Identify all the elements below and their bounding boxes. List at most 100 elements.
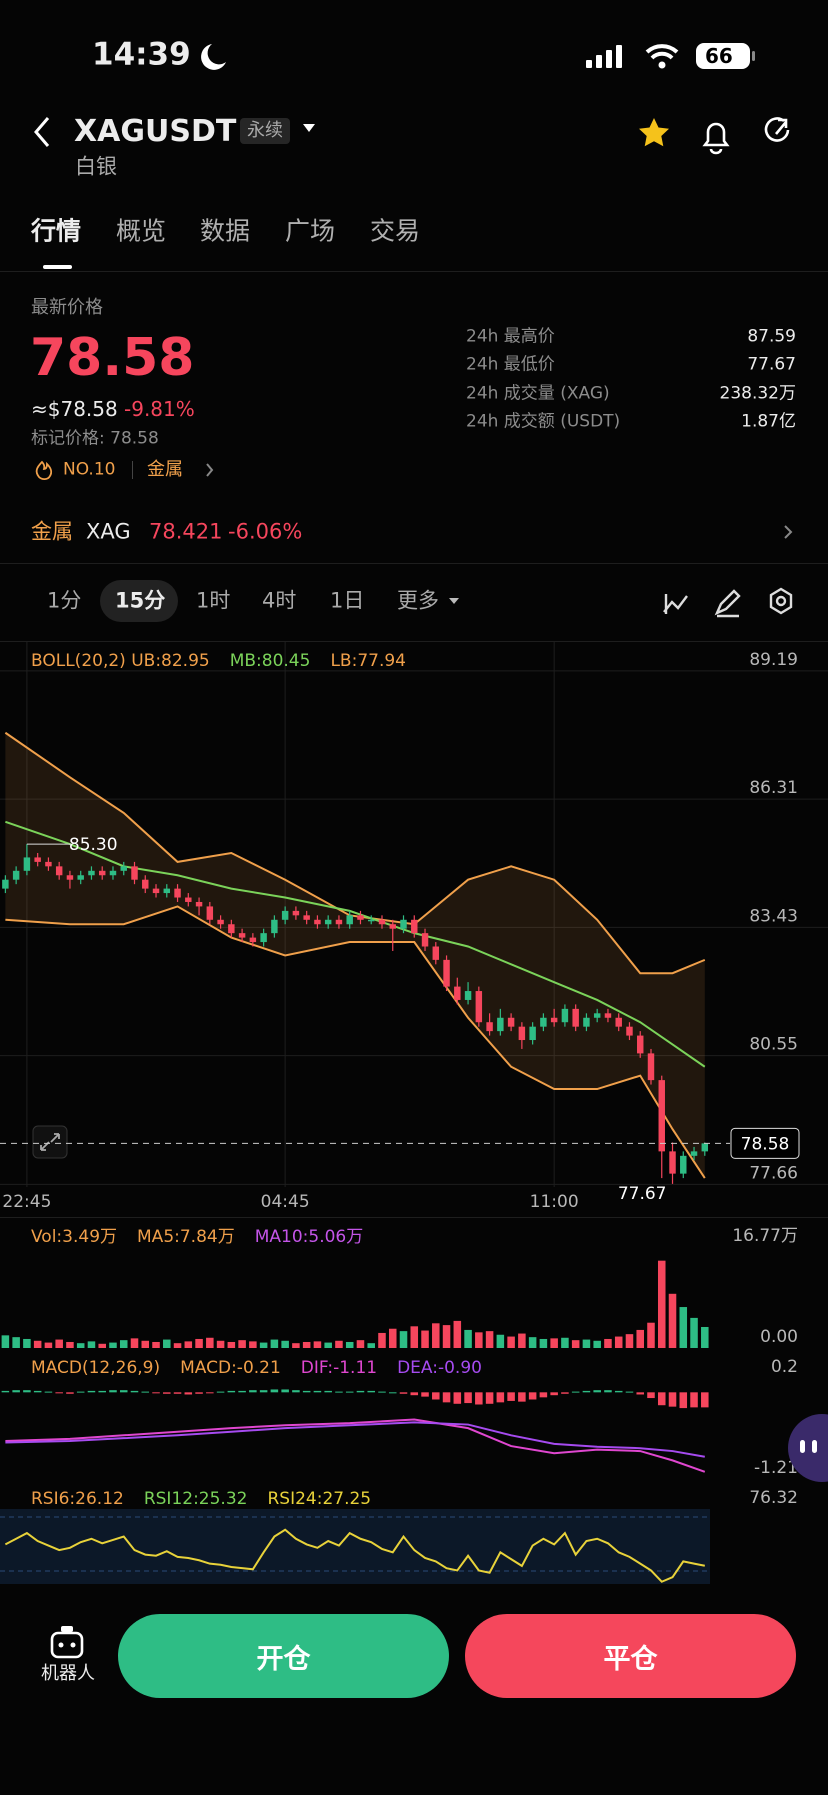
macd-bar — [388, 1392, 397, 1394]
candle-body — [626, 1026, 633, 1036]
candle-body — [271, 919, 278, 934]
candle-body — [98, 870, 106, 876]
assistant-eye — [800, 1440, 805, 1453]
chevron-icon[interactable] — [784, 525, 793, 539]
volume-bar — [593, 1340, 601, 1348]
volume-bar — [141, 1340, 150, 1348]
interval[interactable]: 4时 — [262, 588, 297, 613]
macd-bar — [625, 1391, 634, 1393]
macd-bar — [98, 1390, 106, 1393]
macd-bar — [528, 1392, 537, 1400]
legend-item: MACD(12,26,9) — [31, 1358, 160, 1378]
macd-bar — [561, 1392, 569, 1394]
favorite-star[interactable] — [639, 118, 669, 147]
volume-bar — [335, 1340, 343, 1348]
volume-bar — [130, 1338, 139, 1348]
share-icon[interactable] — [764, 117, 790, 142]
macd-bar — [421, 1392, 429, 1397]
macd-bar — [184, 1392, 193, 1395]
expand-button[interactable] — [32, 1125, 68, 1159]
volume-bar — [625, 1334, 634, 1348]
macd-bar — [87, 1390, 96, 1393]
macd-bar — [593, 1390, 601, 1393]
stat-value: 87.59 — [747, 326, 796, 347]
macd-bar — [281, 1389, 289, 1393]
candle-body — [690, 1151, 698, 1156]
indicator-line — [5, 1418, 706, 1473]
legend-item: Vol:3.49万 — [31, 1227, 117, 1247]
stat-label: 24h 最高价 — [466, 326, 555, 347]
candle-body — [475, 991, 483, 1023]
volume-bar — [76, 1343, 85, 1348]
macd-bar — [475, 1392, 483, 1405]
interval[interactable]: 更多 — [397, 588, 439, 613]
macd-bar — [679, 1392, 688, 1409]
interval[interactable]: 1时 — [196, 588, 231, 613]
dropdown-icon[interactable] — [303, 124, 315, 132]
y-tick-label: 86.31 — [749, 778, 798, 798]
y-tick-label: 77.66 — [749, 1163, 798, 1183]
price-label: 最新价格 — [31, 297, 103, 318]
settings-icon[interactable] — [769, 587, 793, 615]
interval[interactable]: 15分 — [115, 588, 166, 613]
macd-bar — [378, 1391, 386, 1393]
stat-label: 24h 成交量 (XAG) — [466, 383, 610, 404]
floating-assistant[interactable] — [788, 1414, 828, 1482]
macd-bar — [485, 1392, 494, 1404]
candle-body — [497, 1017, 504, 1032]
usd-price: ≈$78.58 — [31, 397, 118, 421]
candle-body — [411, 919, 418, 934]
volume-bar — [184, 1341, 193, 1348]
volume-bar — [507, 1336, 515, 1348]
last-price: 78.58 — [30, 328, 195, 388]
tab[interactable]: 行情 — [31, 216, 82, 246]
dropdown-icon[interactable] — [449, 598, 459, 604]
volume-bar — [238, 1340, 246, 1348]
volume-bar — [442, 1325, 451, 1348]
candle-body — [378, 919, 386, 925]
index-sector[interactable]: 金属 — [31, 519, 73, 544]
interval[interactable]: 1分 — [47, 588, 82, 613]
signal-icon — [586, 45, 622, 68]
candle-body — [152, 888, 160, 894]
candle-body — [12, 870, 20, 880]
interval[interactable]: 1日 — [330, 588, 365, 613]
x-tick-label: 22:45 — [2, 1192, 51, 1212]
tab[interactable]: 数据 — [200, 216, 251, 246]
legend-item: MA5:7.84万 — [137, 1227, 235, 1247]
legend-item: RSI6:26.12 — [31, 1489, 124, 1509]
volume-bar — [485, 1331, 494, 1348]
legend-item: LB:77.94 — [330, 651, 406, 671]
tab[interactable]: 广场 — [285, 216, 336, 246]
band-fill — [5, 732, 705, 1179]
tab[interactable]: 交易 — [370, 216, 421, 246]
sector[interactable]: 金属 — [147, 459, 183, 480]
bell-icon[interactable] — [702, 122, 730, 155]
legend-item: MA10:5.06万 — [255, 1227, 364, 1247]
legend-item: RSI12:25.32 — [144, 1489, 248, 1509]
volume-bar — [432, 1323, 440, 1348]
volume-bar — [313, 1341, 322, 1348]
rank: NO.10 — [63, 459, 116, 480]
volume-bar — [87, 1341, 96, 1348]
macd-bar — [76, 1391, 85, 1393]
robot-icon[interactable] — [50, 1631, 84, 1659]
volume-bar — [281, 1340, 289, 1348]
candle-body — [583, 1017, 590, 1027]
indicator-icon[interactable] — [663, 594, 688, 614]
macd-bar — [66, 1392, 74, 1394]
macd-bar — [270, 1389, 279, 1393]
back-icon[interactable] — [34, 117, 50, 147]
separator — [132, 461, 133, 479]
draw-icon[interactable] — [714, 589, 741, 618]
robot-label[interactable]: 机器人 — [41, 1663, 95, 1684]
open-button[interactable]: 开仓 — [118, 1614, 449, 1698]
volume-bar — [163, 1339, 171, 1348]
candle-body — [238, 933, 246, 938]
volume-bar — [206, 1337, 214, 1348]
macd-bar — [345, 1391, 354, 1393]
close-button[interactable]: 平仓 — [465, 1614, 796, 1698]
chevron-icon[interactable] — [206, 463, 214, 477]
tab[interactable]: 概览 — [116, 216, 167, 246]
